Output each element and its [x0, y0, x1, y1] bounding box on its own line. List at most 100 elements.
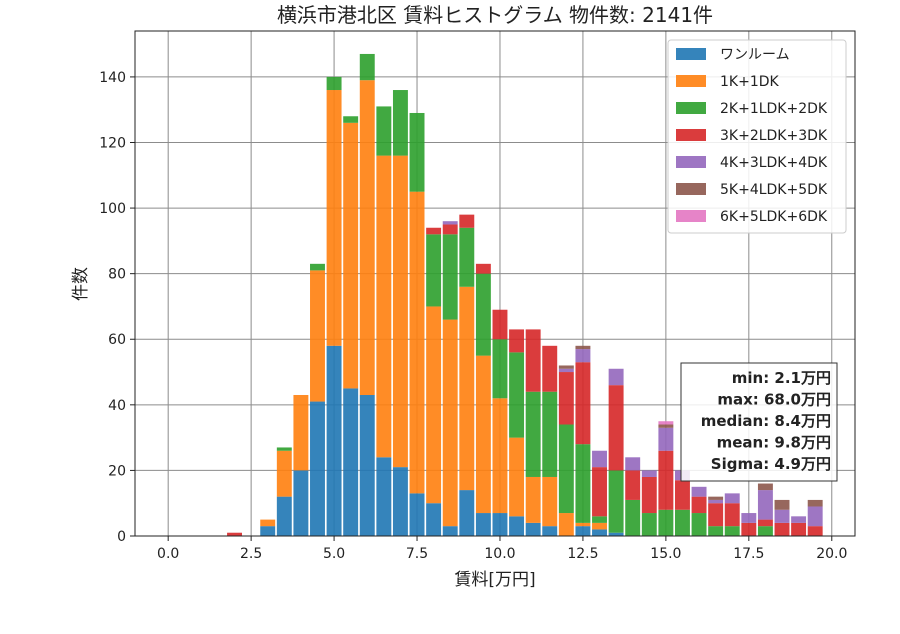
- x-tick-label: 15.0: [650, 546, 681, 562]
- histogram-bar: [442, 526, 458, 536]
- histogram-bar: [791, 522, 807, 536]
- histogram-bar: [475, 355, 491, 514]
- histogram-bar: [525, 391, 541, 477]
- histogram-bar: [757, 519, 773, 527]
- histogram-bar: [310, 270, 325, 402]
- histogram-bar: [641, 513, 657, 536]
- histogram-bar: [459, 214, 475, 228]
- histogram-bar: [807, 499, 823, 507]
- histogram-bar: [492, 339, 508, 399]
- histogram-bar: [376, 106, 392, 156]
- legend-frame: [667, 39, 847, 234]
- histogram-bar: [525, 329, 541, 392]
- histogram-bar: [392, 90, 408, 156]
- stats-line: min: 2.1万円: [732, 369, 831, 387]
- histogram-bar: [724, 526, 740, 536]
- histogram-bar: [343, 122, 359, 389]
- histogram-bar: [227, 532, 243, 536]
- histogram-bar: [757, 490, 773, 520]
- histogram-bar: [542, 391, 558, 477]
- histogram-bar: [558, 513, 574, 536]
- histogram-bar: [807, 506, 823, 527]
- histogram-bar: [326, 345, 342, 536]
- legend: ワンルーム 1K+1DK 2K+1LDK+2DK 3K+2LDK+3DK 4K+3LDK…: [667, 39, 847, 234]
- histogram-bar: [741, 522, 757, 536]
- histogram-bar: [691, 513, 707, 536]
- histogram-bar: [509, 437, 525, 517]
- histogram-bar: [326, 76, 342, 91]
- histogram-bar: [558, 365, 574, 369]
- legend-label: 2K+1LDK+2DK: [720, 101, 828, 117]
- histogram-bar: [774, 522, 790, 536]
- histogram-bar: [525, 522, 541, 536]
- histogram-bar: [658, 509, 674, 536]
- histogram-bar: [608, 385, 624, 471]
- histogram-bar: [658, 427, 674, 451]
- histogram-bar: [807, 526, 823, 536]
- histogram-bar: [442, 224, 458, 235]
- histogram-bar: [691, 486, 707, 497]
- histogram-bar: [392, 155, 408, 468]
- histogram-bar: [276, 450, 292, 497]
- legend-label: 5K+4LDK+5DK: [720, 182, 828, 198]
- y-tick-label: 140: [99, 70, 126, 86]
- histogram-bar: [442, 319, 458, 527]
- x-axis-ticks: 0.0 2.5 5.0 7.5 10.0 12.5 15.0 17.5 20.0: [157, 536, 847, 562]
- histogram-bar: [658, 450, 674, 510]
- y-tick-label: 80: [108, 267, 126, 283]
- histogram-bar: [459, 286, 475, 491]
- x-tick-label: 2.5: [240, 546, 262, 562]
- histogram-bar: [724, 493, 740, 504]
- x-tick-label: 12.5: [567, 546, 598, 562]
- stats-frame: [680, 362, 838, 482]
- histogram-bar: [426, 306, 442, 504]
- histogram-bar: [741, 513, 757, 523]
- y-tick-label: 0: [117, 529, 126, 545]
- histogram-bar: [592, 450, 607, 468]
- histogram-bar: [558, 368, 574, 373]
- legend-label: 1K+1DK: [720, 74, 780, 90]
- histogram-bar: [475, 513, 491, 536]
- x-tick-label: 10.0: [484, 546, 515, 562]
- histogram-bar: [575, 526, 591, 536]
- histogram-bar: [310, 263, 325, 271]
- histogram-bar: [641, 470, 657, 477]
- histogram-bar: [575, 522, 591, 527]
- histogram-bar: [343, 388, 359, 536]
- stats-line: max: 68.0万円: [717, 391, 831, 409]
- histogram-bar: [376, 457, 392, 536]
- histogram-bar: [542, 476, 558, 527]
- histogram-bar: [293, 394, 309, 471]
- histogram-bar: [459, 490, 475, 536]
- histogram-bar: [757, 526, 773, 536]
- x-tick-label: 5.0: [323, 546, 345, 562]
- histogram-bar: [658, 421, 674, 425]
- histogram-bar: [276, 447, 292, 451]
- plot-frame: [134, 30, 856, 537]
- histogram-bar: [724, 503, 740, 527]
- histogram-bar: [774, 509, 790, 523]
- legend-swatch: [676, 156, 706, 168]
- histogram-bar: [708, 499, 724, 504]
- histogram-bar: [260, 519, 276, 527]
- legend-swatch: [676, 48, 706, 60]
- histogram-bar: [426, 227, 442, 235]
- y-axis-ticks: 0 20 40 60 80 100 120 140: [99, 70, 135, 545]
- histogram-bar: [791, 516, 807, 523]
- y-tick-label: 60: [108, 332, 126, 348]
- y-tick-label: 100: [99, 201, 126, 217]
- histogram-bar: [592, 522, 607, 530]
- histogram-bar: [542, 345, 558, 392]
- histogram-bar: [542, 526, 558, 536]
- histogram-bar: [675, 480, 690, 510]
- stats-line: mean: 9.8万円: [717, 434, 831, 452]
- x-axis-label: 賃料[万円]: [454, 570, 535, 590]
- y-tick-label: 120: [99, 135, 126, 151]
- histogram-bar: [575, 349, 591, 363]
- histogram-bar: [459, 227, 475, 287]
- histogram-bar: [575, 362, 591, 445]
- legend-swatch: [676, 102, 706, 114]
- histogram-bar: [475, 273, 491, 356]
- chart-title: 横浜市港北区 賃料ヒストグラム 物件数: 2141件: [277, 3, 713, 27]
